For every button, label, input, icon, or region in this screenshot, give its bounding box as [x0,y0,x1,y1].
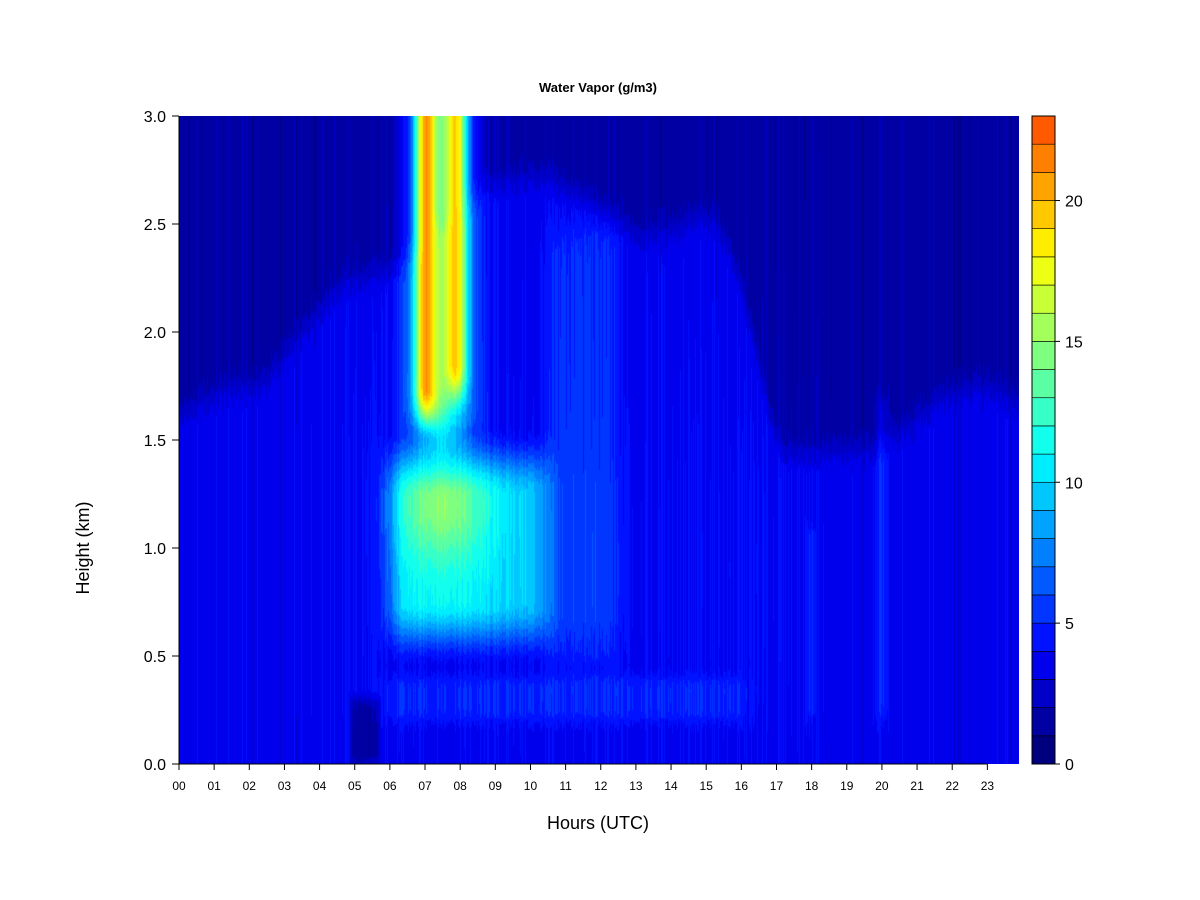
colorbar-tick-label: 20 [1065,194,1083,211]
colorbar-band [1031,566,1056,596]
x-tick-label: 01 [207,779,221,793]
colorbar-band [1031,369,1056,399]
colorbar-band [1031,312,1056,342]
colorbar-band [1031,172,1056,201]
x-tick-label: 05 [348,779,362,793]
colorbar-tick-label: 10 [1065,475,1083,492]
heatmap-field [179,116,1019,764]
colorbar-band [1031,707,1056,737]
colorbar-band [1031,284,1056,314]
x-tick-label: 11 [559,779,572,793]
colorbar-tick-label: 5 [1065,616,1074,633]
x-tick-label: 17 [770,779,784,793]
x-tick-label: 02 [243,779,257,793]
colorbar-band [1031,425,1056,455]
plot-area [179,116,1019,764]
colorbar-band [1031,510,1056,539]
x-tick-label: 10 [524,779,538,793]
colorbar-band [1031,622,1056,652]
y-tick-label: 0.5 [144,649,166,666]
x-axis: 00 01 02 03 04 05 06 07 08 09 10 11 12 13 14 15 16 17 18 19… [172,763,995,793]
x-tick-label: 07 [418,779,432,793]
colorbar-band [1031,651,1056,680]
x-tick-label: 18 [805,779,819,793]
colorbar-band [1031,453,1056,483]
x-tick-label: 23 [981,779,995,793]
colorbar-band [1031,679,1056,708]
y-tick-label: 3.0 [144,109,166,126]
x-tick-label: 09 [489,779,503,793]
colorbar-band [1031,200,1056,229]
colorbar-band [1031,594,1056,624]
colorbar-tick-label: 0 [1065,757,1074,774]
colorbar-band [1031,397,1056,427]
x-tick-label: 21 [910,779,924,793]
y-tick-label: 1.0 [144,541,166,558]
x-tick-label: 04 [313,779,327,793]
x-tick-label: 13 [629,779,643,793]
colorbar-band [1031,115,1056,145]
colorbar-band [1031,341,1056,370]
colorbar-band [1031,481,1056,511]
y-tick-label: 1.5 [144,433,166,450]
colorbar-frame [1031,115,1056,765]
colorbar-band [1031,228,1056,258]
colorbar-band [1031,143,1056,173]
y-tick-label: 2.5 [144,217,166,234]
x-tick-label: 12 [594,779,608,793]
colorbar-tick-label: 15 [1065,334,1083,351]
x-tick-label: 15 [700,779,714,793]
y-tick-label: 2.0 [144,325,166,342]
colorbar-band [1031,538,1056,568]
colorbar: 0 5 10 15 20 [1031,115,1083,774]
chart-title: Water Vapor (g/m3) [539,80,657,95]
y-axis-label: Height (km) [73,501,93,594]
x-tick-label: 22 [946,779,960,793]
y-axis: 0.0 0.5 1.0 1.5 2.0 2.5 3.0 [144,109,180,774]
x-tick-label: 16 [735,779,749,793]
colorbar-band [1031,256,1056,286]
x-tick-label: 08 [453,779,467,793]
x-tick-label: 00 [172,779,186,793]
x-tick-label: 06 [383,779,397,793]
colorbar-band [1031,735,1056,765]
x-tick-label: 14 [664,779,678,793]
x-tick-label: 20 [875,779,889,793]
x-tick-label: 03 [278,779,292,793]
x-tick-label: 19 [840,779,854,793]
y-tick-label: 0.0 [144,757,166,774]
x-axis-label: Hours (UTC) [547,813,649,833]
